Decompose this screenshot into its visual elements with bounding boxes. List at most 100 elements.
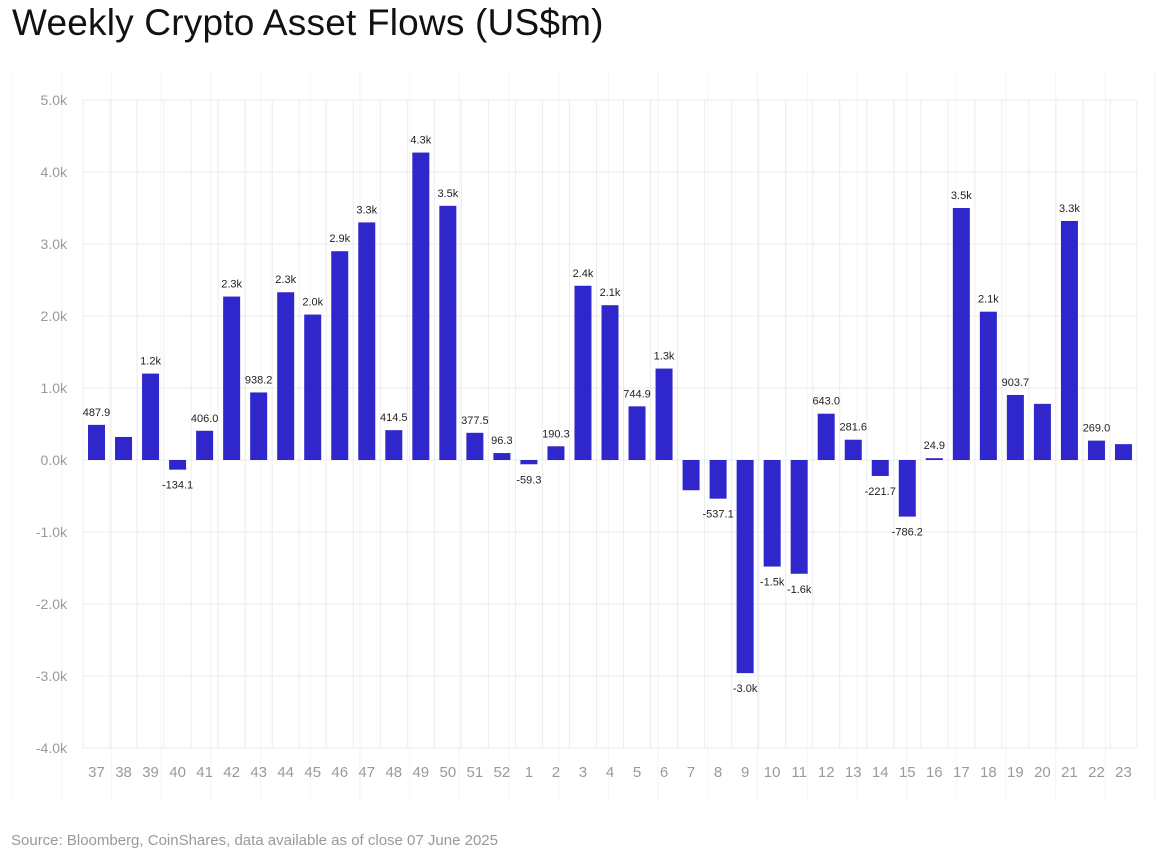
data-label: -134.1	[162, 480, 193, 492]
data-label: 269.0	[1083, 423, 1111, 435]
bar-week-42	[223, 296, 241, 460]
x-tick-label: 9	[741, 764, 749, 781]
bar-week-39	[142, 373, 160, 460]
data-label: 3.5k	[437, 188, 458, 200]
bar-week-50	[439, 205, 457, 460]
bar-week-5	[628, 406, 646, 460]
x-tick-label: 37	[88, 764, 105, 781]
bar-week-22	[1087, 440, 1105, 460]
bar-week-14	[871, 460, 889, 476]
bar-week-41	[196, 430, 214, 460]
bar-week-11	[790, 460, 808, 574]
x-tick-label: 47	[358, 764, 375, 781]
x-tick-label: 21	[1061, 764, 1078, 781]
data-label: 24.9	[924, 440, 945, 452]
x-tick-label: 7	[687, 764, 695, 781]
x-tick-label: 10	[764, 764, 781, 781]
data-label: 1.2k	[140, 356, 161, 368]
bar-week-47	[358, 222, 376, 460]
bar-week-18	[979, 311, 997, 460]
bar-week-48	[385, 430, 403, 460]
data-label: 643.0	[812, 396, 840, 408]
x-tick-label: 20	[1034, 764, 1051, 781]
x-tick-label: 12	[818, 764, 835, 781]
data-label: 3.5k	[951, 190, 972, 202]
data-label: -1.6k	[787, 584, 812, 596]
y-tick-label: -4.0k	[36, 740, 68, 756]
x-tick-label: 51	[467, 764, 484, 781]
x-tick-label: 15	[899, 764, 916, 781]
data-label: 1.3k	[654, 351, 675, 363]
x-tick-label: 13	[845, 764, 862, 781]
x-tick-label: 1	[525, 764, 533, 781]
bar-week-43	[250, 392, 268, 460]
x-tick-label: 2	[552, 764, 560, 781]
bar-week-21	[1060, 220, 1078, 460]
x-tick-label: 45	[304, 764, 321, 781]
x-tick-label: 14	[872, 764, 889, 781]
data-label: 414.5	[380, 412, 408, 424]
data-label: 2.9k	[329, 233, 350, 245]
data-label: -221.7	[865, 486, 896, 498]
bar-week-17	[952, 208, 970, 460]
x-tick-label: 49	[412, 764, 429, 781]
x-tick-label: 38	[115, 764, 132, 781]
x-tick-label: 42	[223, 764, 240, 781]
x-tick-label: 3	[579, 764, 587, 781]
data-label: 2.1k	[978, 294, 999, 306]
bar-week-10	[763, 460, 781, 567]
data-label: 903.7	[1002, 377, 1030, 389]
y-tick-label: 1.0k	[41, 380, 68, 396]
data-label: -786.2	[892, 527, 923, 539]
x-tick-label: 44	[277, 764, 294, 781]
data-label: 2.4k	[573, 268, 594, 280]
x-tick-label: 43	[250, 764, 267, 781]
x-tick-label: 5	[633, 764, 641, 781]
bar-week-16	[925, 458, 943, 460]
bar-week-9	[736, 460, 754, 674]
x-tick-label: 17	[953, 764, 970, 781]
x-tick-label: 4	[606, 764, 614, 781]
bar-week-19	[1006, 394, 1024, 460]
x-tick-label: 23	[1115, 764, 1132, 781]
chart-title: Weekly Crypto Asset Flows (US$m)	[12, 2, 604, 43]
data-label: -3.0k	[733, 683, 758, 695]
x-tick-label: 8	[714, 764, 722, 781]
data-label: 2.1k	[600, 287, 621, 299]
y-tick-label: -1.0k	[36, 524, 68, 540]
data-label: 3.3k	[356, 204, 377, 216]
x-tick-label: 39	[142, 764, 159, 781]
data-label: 377.5	[461, 415, 489, 427]
y-tick-label: 5.0k	[41, 92, 68, 108]
data-label: -59.3	[516, 474, 541, 486]
x-tick-label: 22	[1088, 764, 1105, 781]
x-tick-label: 41	[196, 764, 213, 781]
bar-week-44	[277, 292, 295, 460]
bar-week-23	[1114, 444, 1132, 460]
bar-week-51	[466, 432, 484, 460]
x-tick-label: 46	[331, 764, 348, 781]
bar-week-45	[304, 314, 322, 460]
data-label: 4.3k	[410, 135, 431, 147]
bar-week-37	[88, 424, 106, 460]
bar-week-12	[817, 413, 835, 460]
data-label: 96.3	[491, 435, 512, 447]
data-label: 2.3k	[275, 274, 296, 286]
bar-week-49	[412, 152, 430, 460]
source-note: Source: Bloomberg, CoinShares, data avai…	[11, 832, 498, 849]
bar-week-38	[115, 436, 133, 460]
data-label: 2.0k	[302, 297, 323, 309]
x-tick-label: 16	[926, 764, 943, 781]
data-label: 938.2	[245, 374, 273, 386]
y-tick-label: -2.0k	[36, 596, 68, 612]
data-label: 190.3	[542, 428, 570, 440]
x-tick-label: 52	[494, 764, 511, 781]
y-tick-label: -3.0k	[36, 668, 68, 684]
bar-week-13	[844, 439, 862, 460]
bar-week-52	[493, 453, 511, 460]
x-tick-label: 11	[791, 764, 807, 781]
x-tick-label: 19	[1007, 764, 1024, 781]
y-tick-label: 4.0k	[41, 164, 68, 180]
bar-week-8	[709, 460, 727, 499]
